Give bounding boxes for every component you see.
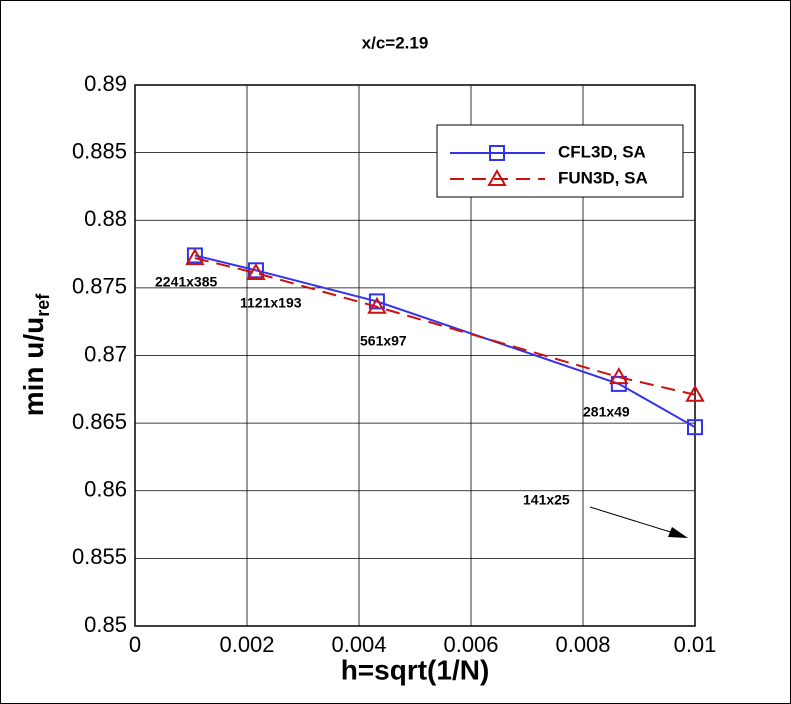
series-line (194, 257, 696, 396)
x-tick-label: 0.002 (219, 632, 274, 657)
y-tick-label: 0.855 (72, 544, 127, 569)
y-tick-label: 0.875 (72, 274, 127, 299)
marker (609, 367, 629, 385)
legend-label: FUN3D, SA (558, 168, 648, 187)
y-axis-label: min u/uref (18, 293, 52, 417)
annotation: 2241x385 (155, 274, 218, 290)
annotation: 281x49 (583, 404, 630, 420)
annotation: 141x25 (523, 492, 570, 508)
x-tick-label: 0.008 (555, 632, 610, 657)
y-tick-label: 0.865 (72, 409, 127, 434)
annotation: 1121x193 (240, 295, 302, 311)
marker (487, 168, 507, 186)
y-tick-label: 0.885 (72, 138, 127, 163)
y-tick-label: 0.85 (84, 612, 127, 637)
marker (685, 384, 705, 402)
y-label-main: min u/u (18, 317, 49, 417)
x-tick-label: 0.004 (331, 632, 386, 657)
x-tick-label: 0.006 (443, 632, 498, 657)
marker (367, 296, 387, 314)
marker (185, 248, 205, 266)
chart-title: x/c=2.19 (362, 33, 429, 52)
plot-border (134, 84, 696, 627)
annotation: 561x97 (360, 333, 407, 349)
series-line (194, 254, 696, 429)
marker (368, 293, 385, 310)
marker (687, 419, 703, 436)
y-label-sub: ref (33, 293, 53, 317)
annotation-arrow (589, 506, 681, 536)
y-tick-label: 0.88 (84, 206, 127, 231)
arrow-head (668, 527, 688, 538)
x-tick-label: 0 (129, 632, 141, 657)
legend-label: CFL3D, SA (558, 142, 646, 161)
x-axis-label: h=sqrt(1/N) (341, 654, 490, 685)
legend-box (436, 124, 684, 198)
x-tick-label: 0.01 (674, 632, 717, 657)
y-tick-label: 0.86 (84, 477, 127, 502)
marker (489, 145, 505, 161)
y-tick-label: 0.89 (84, 71, 127, 96)
y-tick-label: 0.87 (84, 341, 127, 366)
marker (246, 262, 266, 280)
